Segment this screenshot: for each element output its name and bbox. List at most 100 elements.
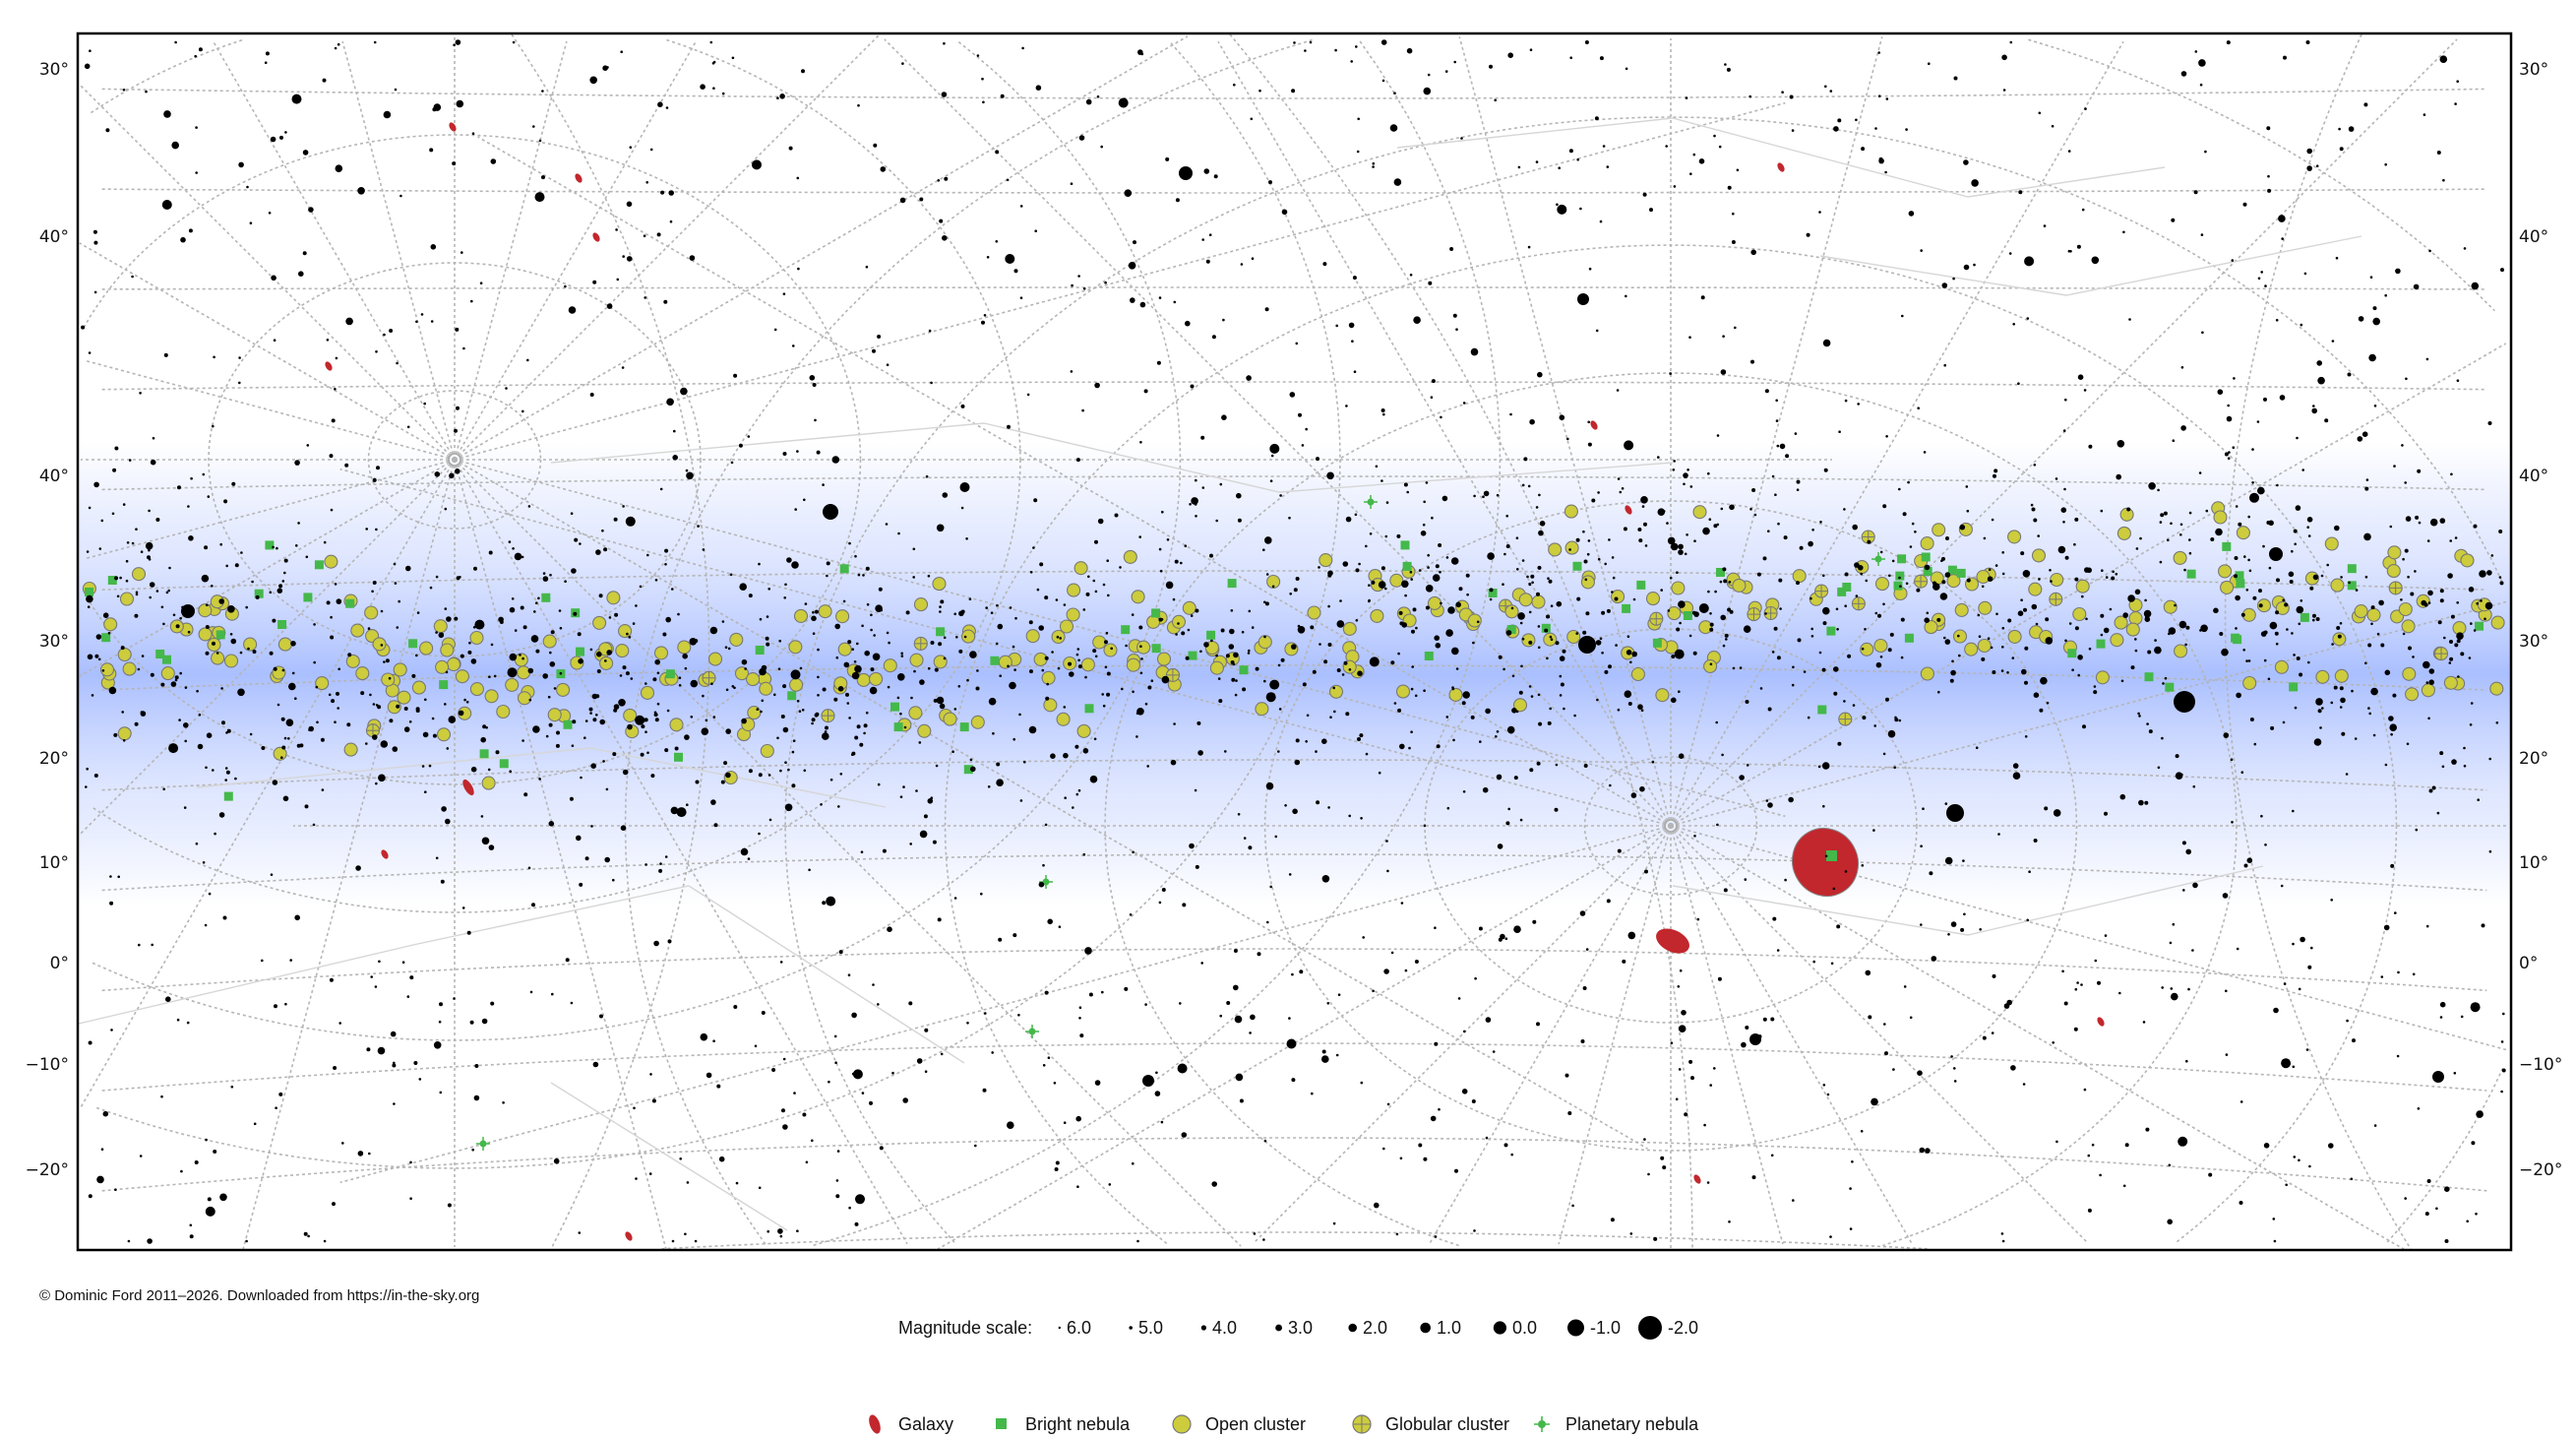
star — [2425, 924, 2429, 928]
star — [383, 110, 392, 119]
star — [2355, 589, 2359, 592]
star — [272, 780, 278, 785]
star — [2116, 473, 2121, 480]
star — [2301, 469, 2304, 471]
star — [2449, 656, 2454, 661]
star — [2146, 722, 2149, 725]
star — [1173, 300, 1177, 304]
star — [1414, 960, 1419, 964]
star — [1190, 384, 1195, 389]
star — [644, 863, 647, 866]
star — [1743, 625, 1751, 633]
star — [1812, 960, 1815, 964]
star — [1739, 775, 1745, 781]
star — [622, 769, 629, 776]
star — [2116, 440, 2125, 448]
star — [1434, 635, 1440, 641]
star — [2316, 360, 2322, 366]
star — [2074, 987, 2078, 991]
star — [1078, 135, 1085, 141]
star — [1723, 579, 1728, 584]
star — [1990, 646, 1993, 650]
dec-label-right: 40° — [2519, 467, 2548, 486]
star — [188, 228, 193, 233]
bright-nebula — [85, 588, 93, 596]
star — [659, 862, 662, 865]
star — [1505, 514, 1508, 518]
star — [541, 175, 545, 180]
star — [622, 505, 625, 508]
star — [1397, 708, 1402, 713]
open-cluster — [1924, 620, 1938, 635]
open-cluster — [1518, 593, 1533, 607]
star — [1898, 719, 1902, 722]
magnitude-value: 5.0 — [1138, 1318, 1163, 1338]
star — [2435, 1207, 2438, 1211]
star — [2171, 992, 2178, 1001]
star — [1106, 559, 1109, 562]
star — [2157, 488, 2160, 492]
star — [912, 576, 915, 579]
open-cluster — [381, 672, 396, 687]
bright-nebula — [314, 560, 324, 570]
star — [1139, 301, 1146, 308]
star — [2167, 1219, 2173, 1225]
star — [403, 726, 410, 732]
star — [1470, 347, 1479, 356]
star — [195, 171, 198, 174]
star — [2412, 972, 2416, 976]
star — [1774, 493, 1777, 497]
bright-nebula — [1622, 603, 1631, 613]
magnitude-value: -2.0 — [1668, 1318, 1698, 1338]
star — [1535, 506, 1539, 509]
bright-nebula — [1904, 633, 1914, 643]
star — [1959, 524, 1966, 531]
star — [1306, 714, 1310, 718]
star — [394, 582, 398, 585]
open-cluster — [2114, 615, 2128, 630]
star — [2068, 622, 2072, 625]
star — [943, 636, 947, 640]
star — [1498, 655, 1503, 659]
star — [1251, 626, 1255, 629]
star — [1792, 1199, 1795, 1202]
star — [315, 685, 319, 689]
star — [725, 772, 731, 779]
star — [1132, 690, 1135, 694]
star — [218, 598, 224, 604]
star — [1920, 249, 1923, 252]
star — [1483, 490, 1490, 497]
star — [1722, 335, 1725, 339]
star — [2178, 620, 2187, 629]
planetary-nebula — [1025, 1025, 1039, 1038]
open-cluster — [1073, 561, 1088, 576]
star — [141, 655, 145, 657]
star — [533, 610, 536, 613]
star — [2402, 632, 2406, 636]
star — [1599, 637, 1603, 641]
star — [1516, 568, 1519, 571]
open-cluster — [517, 665, 531, 680]
star — [1676, 627, 1681, 632]
star — [1894, 716, 1897, 719]
star — [122, 503, 126, 506]
star — [1529, 768, 1534, 773]
star — [1422, 523, 1426, 527]
star — [2260, 271, 2263, 274]
star — [1045, 696, 1050, 701]
star — [2397, 970, 2400, 974]
star — [1823, 468, 1828, 472]
star — [896, 696, 900, 700]
star — [1094, 539, 1098, 544]
star — [1693, 611, 1699, 617]
star — [899, 197, 906, 204]
star — [2201, 331, 2204, 335]
star — [1289, 593, 1292, 595]
open-cluster — [2398, 601, 2413, 617]
star — [695, 780, 700, 784]
star — [1094, 590, 1098, 594]
star — [439, 1091, 443, 1094]
star — [1951, 659, 1954, 663]
star — [842, 599, 846, 603]
open-cluster — [2401, 619, 2416, 634]
